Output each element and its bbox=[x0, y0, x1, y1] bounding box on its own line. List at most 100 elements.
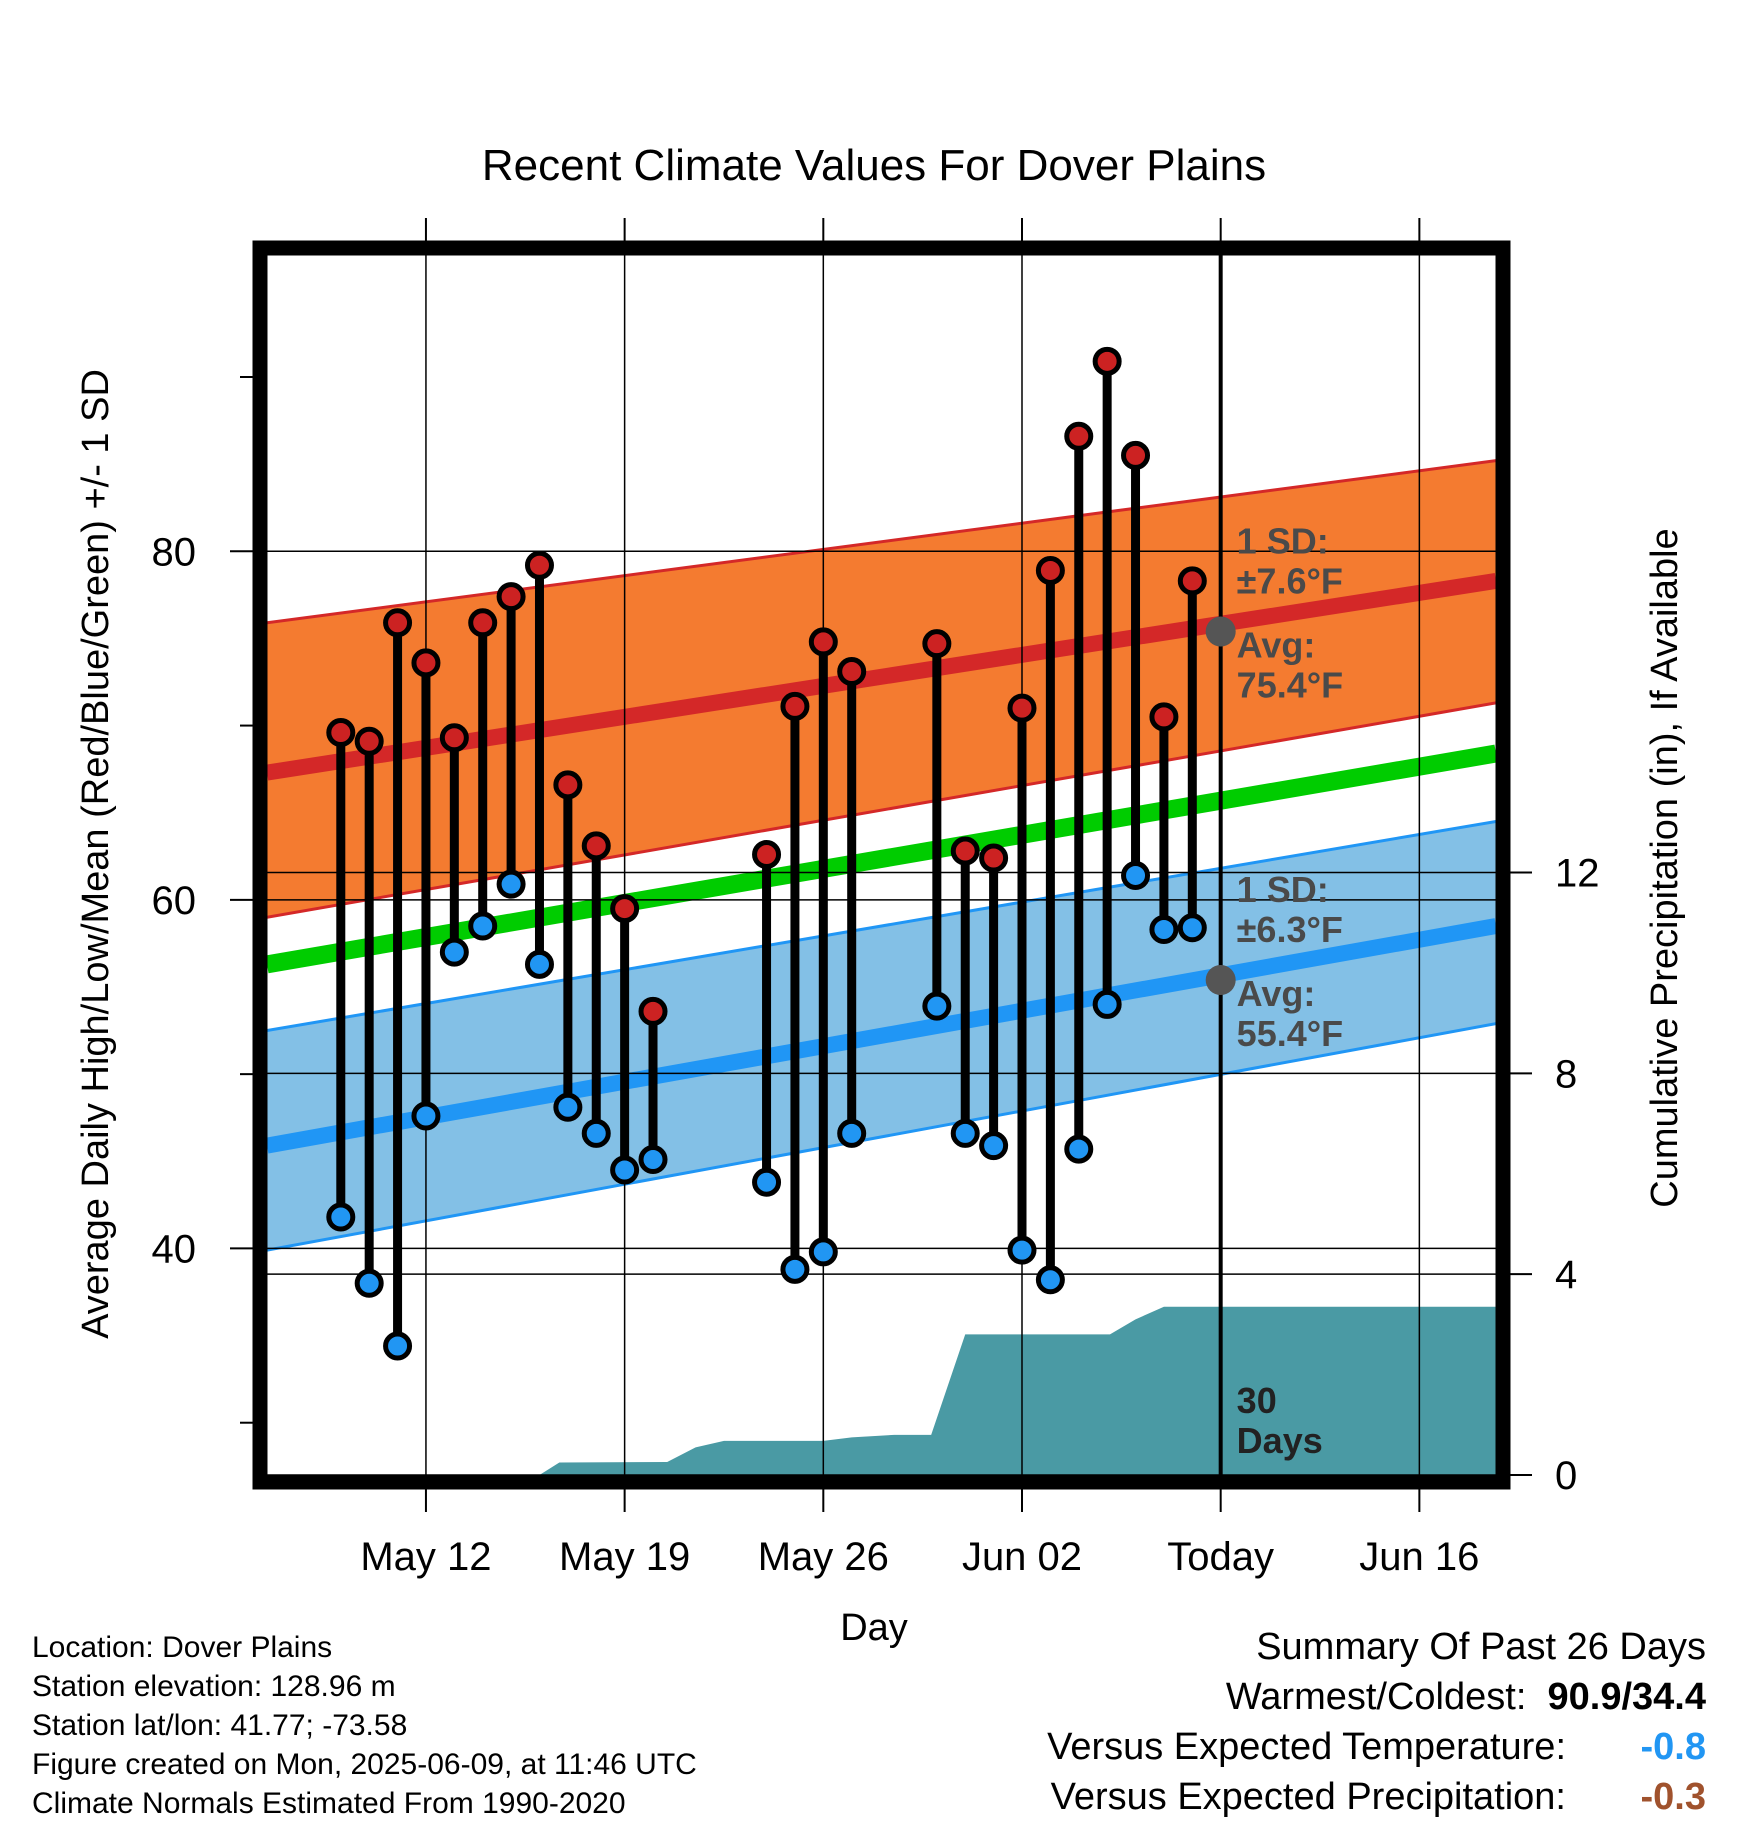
daily-low-point bbox=[439, 937, 469, 967]
daily-low-point bbox=[1092, 989, 1122, 1019]
y-tick-label-right: 4 bbox=[1555, 1253, 1577, 1297]
summary-precip-row: Versus Expected Precipitation: -0.3 bbox=[1047, 1772, 1706, 1822]
high-band-upper-edge bbox=[267, 459, 1496, 625]
daily-low-point bbox=[610, 1155, 640, 1185]
y-tick-label-left: 80 bbox=[152, 530, 197, 574]
daily-high-point bbox=[354, 726, 384, 756]
daily-low-point bbox=[1064, 1134, 1094, 1164]
today-days-label: 30 bbox=[1237, 1380, 1277, 1421]
daily-low-point bbox=[496, 869, 526, 899]
daily-high-point bbox=[922, 629, 952, 659]
summary-title: Summary Of Past 26 Days bbox=[1256, 1626, 1706, 1668]
daily-low-point bbox=[1035, 1265, 1065, 1295]
y-tick-label-right: 8 bbox=[1555, 1052, 1577, 1096]
station-info: Location: Dover Plains Station elevation… bbox=[32, 1628, 697, 1823]
daily-low-point bbox=[581, 1118, 611, 1148]
high-sd-label: 1 SD: bbox=[1237, 520, 1329, 561]
daily-high-point bbox=[638, 996, 668, 1026]
daily-low-point bbox=[1177, 913, 1207, 943]
high-mean-line bbox=[267, 573, 1496, 781]
normals-text: Climate Normals Estimated From 1990-2020 bbox=[32, 1787, 626, 1820]
summary-temp-row: Versus Expected Temperature: -0.8 bbox=[1047, 1722, 1706, 1772]
daily-high-point bbox=[411, 648, 441, 678]
daily-low-point bbox=[383, 1331, 413, 1361]
warmest-label: Warmest/Coldest: bbox=[1225, 1676, 1527, 1718]
daily-low-point bbox=[354, 1268, 384, 1298]
daily-low-point bbox=[411, 1101, 441, 1131]
precip-value: -0.3 bbox=[1640, 1776, 1706, 1818]
x-tick-label: Jun 02 bbox=[962, 1535, 1082, 1579]
daily-high-point bbox=[1149, 702, 1179, 732]
daily-low-point bbox=[979, 1131, 1009, 1161]
x-axis: May 12 May 19 May 26 Jun 02 Today Jun 16 bbox=[360, 218, 1479, 1579]
daily-high-point bbox=[581, 831, 611, 861]
summary-warmest-row: Warmest/Coldest: 90.9/34.4 bbox=[1047, 1672, 1706, 1722]
y-axis-left: 40 60 80 bbox=[152, 376, 253, 1424]
low-band-lower-edge bbox=[267, 1022, 1496, 1252]
summary-panel: Summary Of Past 26 Days Warmest/Coldest:… bbox=[1047, 1622, 1706, 1822]
y-tick-label-left: 40 bbox=[152, 1227, 197, 1271]
daily-low-point bbox=[553, 1092, 583, 1122]
x-tick-label: Jun 16 bbox=[1359, 1535, 1479, 1579]
today-high-average-marker bbox=[1205, 616, 1236, 647]
low-sd-label: 1 SD: bbox=[1237, 869, 1329, 910]
elevation-text: Station elevation: 128.96 m bbox=[32, 1670, 396, 1703]
location-text: Location: Dover Plains bbox=[32, 1631, 333, 1664]
high-band-lower-edge bbox=[267, 701, 1496, 919]
plot-frame bbox=[252, 240, 1511, 1490]
today-days-label: Days bbox=[1237, 1420, 1323, 1461]
daily-high-point bbox=[979, 843, 1009, 873]
daily-high-point bbox=[553, 770, 583, 800]
daily-low-point bbox=[468, 911, 498, 941]
daily-low-point bbox=[1121, 860, 1151, 890]
temp-label: Versus Expected Temperature: bbox=[1047, 1726, 1566, 1768]
daily-low-point bbox=[752, 1167, 782, 1197]
high-avg-label: Avg: bbox=[1237, 624, 1316, 665]
x-axis-label: Day bbox=[840, 1607, 908, 1649]
latlon-text: Station lat/lon: 41.77; -73.58 bbox=[32, 1709, 408, 1742]
daily-high-point bbox=[439, 723, 469, 753]
daily-high-point bbox=[808, 627, 838, 657]
daily-low-point bbox=[950, 1118, 980, 1148]
x-tick-label: May 26 bbox=[758, 1535, 889, 1579]
low-sd-label: ±6.3°F bbox=[1237, 909, 1343, 950]
daily-high-point bbox=[1121, 440, 1151, 470]
daily-high-point bbox=[1092, 346, 1122, 376]
daily-high-point bbox=[752, 840, 782, 870]
today-low-average-marker bbox=[1205, 965, 1236, 996]
high-sd-label: ±7.6°F bbox=[1237, 560, 1343, 601]
daily-high-point bbox=[468, 608, 498, 638]
daily-low-point bbox=[780, 1254, 810, 1284]
daily-low-point bbox=[326, 1202, 356, 1232]
daily-high-point bbox=[610, 894, 640, 924]
daily-low-point bbox=[638, 1145, 668, 1175]
y-axis-left-label: Average Daily High/Low/Mean (Red/Blue/Gr… bbox=[75, 369, 117, 1339]
low-avg-label: 55.4°F bbox=[1237, 1013, 1343, 1054]
temp-value: -0.8 bbox=[1640, 1726, 1706, 1768]
daily-high-point bbox=[1064, 421, 1094, 451]
daily-high-point bbox=[1007, 693, 1037, 723]
low-avg-label: Avg: bbox=[1237, 973, 1316, 1014]
plot-area bbox=[267, 255, 1496, 1475]
created-text: Figure created on Mon, 2025-06-09, at 11… bbox=[32, 1748, 697, 1781]
daily-low-point bbox=[922, 991, 952, 1021]
chart-title: Recent Climate Values For Dover Plains bbox=[482, 141, 1266, 190]
precipitation-area bbox=[267, 1306, 1496, 1475]
x-tick-label: Today bbox=[1167, 1535, 1274, 1579]
daily-high-point bbox=[524, 550, 554, 580]
daily-low-point bbox=[1007, 1235, 1037, 1265]
daily-high-point bbox=[326, 718, 356, 748]
y-axis-right: 0 4 8 12 bbox=[1510, 852, 1600, 1498]
daily-low-point bbox=[808, 1237, 838, 1267]
daily-high-point bbox=[950, 836, 980, 866]
x-tick-label: May 12 bbox=[360, 1535, 491, 1579]
daily-high-point bbox=[780, 691, 810, 721]
y-tick-label-left: 60 bbox=[152, 879, 197, 923]
daily-low-point bbox=[524, 949, 554, 979]
y-tick-label-right: 12 bbox=[1555, 852, 1600, 896]
low-band-upper-edge bbox=[267, 819, 1496, 1033]
daily-high-point bbox=[383, 608, 413, 638]
x-tick-label: May 19 bbox=[559, 1535, 690, 1579]
